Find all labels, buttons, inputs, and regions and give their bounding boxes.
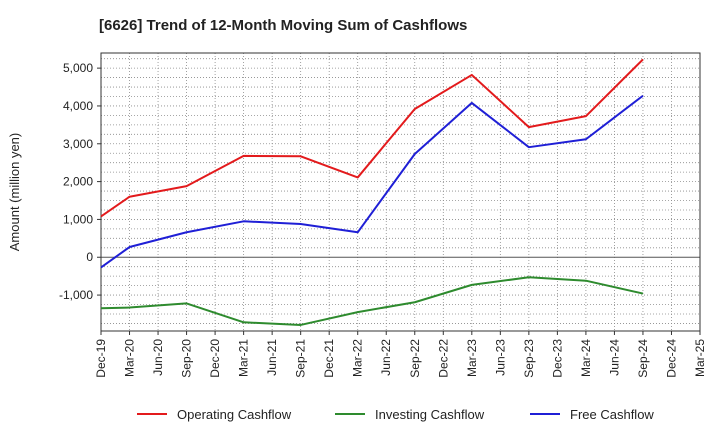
x-tick-label: Dec-24: [664, 339, 678, 378]
x-tick-label: Jun-23: [493, 339, 507, 376]
series-line-operating-cashflow: [100, 58, 644, 218]
x-tick-label: Sep-21: [294, 339, 308, 378]
x-tick-label: Sep-23: [522, 339, 536, 378]
x-tick-label: Dec-19: [94, 339, 108, 378]
x-tick-label: Jun-24: [607, 339, 621, 376]
x-tick-label: Mar-23: [465, 339, 479, 377]
x-tick-label: Sep-24: [636, 339, 650, 378]
x-tick-label: Dec-23: [550, 339, 564, 378]
y-tick-label: -1,000: [59, 288, 93, 302]
series-line-free-cashflow: [100, 94, 644, 269]
x-tick-label: Jun-20: [151, 339, 165, 376]
y-tick-label: 3,000: [63, 137, 93, 151]
legend-item-operating-cashflow: Operating Cashflow: [137, 407, 292, 422]
x-tick-label: Dec-20: [208, 339, 222, 378]
x-tick-label: Jun-22: [379, 339, 393, 376]
x-tick-label: Sep-22: [408, 339, 422, 378]
x-tick-label: Mar-24: [579, 339, 593, 377]
plot-background: [101, 53, 700, 331]
x-tick-label: Sep-20: [180, 339, 194, 378]
plot-area: -1,000 0 1,000 2,000 3,000 4,000 5,000 Dec-19 Ma…: [59, 52, 707, 378]
legend-item-investing-cashflow: Investing Cashflow: [335, 407, 485, 422]
legend-label: Operating Cashflow: [177, 407, 292, 422]
y-tick-label: 0: [86, 250, 93, 264]
x-tick-label: Jun-21: [265, 339, 279, 376]
x-tick-label: Mar-22: [351, 339, 365, 377]
legend: Operating Cashflow Investing Cashflow Free…: [137, 407, 654, 422]
legend-label: Free Cashflow: [570, 407, 654, 422]
x-tick-label: Dec-22: [436, 339, 450, 378]
series-line-investing-cashflow: [100, 276, 644, 326]
y-tick-label: 2,000: [63, 175, 93, 189]
plot-frame: [100, 52, 701, 332]
chart-title: [6626] Trend of 12-Month Moving Sum of C…: [99, 17, 467, 34]
x-tick-label: Mar-21: [237, 339, 251, 377]
y-axis-label: Amount (million yen): [7, 133, 22, 252]
x-tick-label: Mar-20: [123, 339, 137, 377]
x-tick-label: Mar-25: [693, 339, 707, 377]
y-tick-label: 5,000: [63, 61, 93, 75]
legend-item-free-cashflow: Free Cashflow: [530, 407, 654, 422]
legend-label: Investing Cashflow: [375, 407, 485, 422]
y-tick-label: 4,000: [63, 99, 93, 113]
x-tick-label: Dec-21: [322, 339, 336, 378]
y-tick-label: 1,000: [63, 212, 93, 226]
